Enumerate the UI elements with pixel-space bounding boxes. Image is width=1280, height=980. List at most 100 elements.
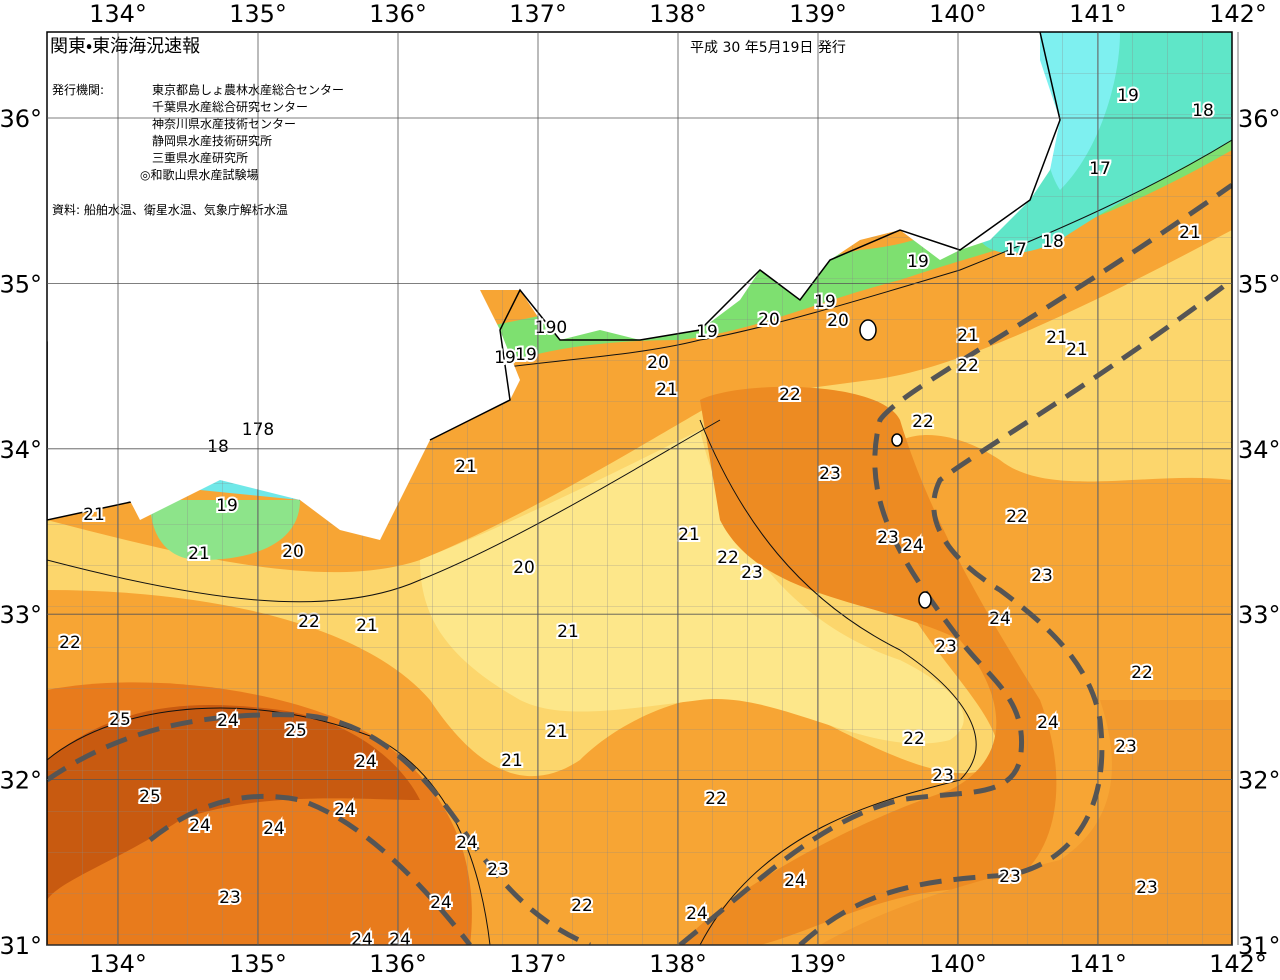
- issuer: 三重県水産研究所: [152, 151, 248, 165]
- title: 関東・東海海況速報: [50, 36, 200, 57]
- lat-label-left: 33°: [0, 601, 42, 629]
- land: [47, 32, 1061, 609]
- isotherm-label: 20: [282, 542, 304, 562]
- isotherm-label: 22: [912, 412, 934, 432]
- isotherm-label: 24: [902, 536, 924, 556]
- lat-label-right: 34°: [1238, 436, 1280, 464]
- isotherm-label: 23: [999, 867, 1021, 887]
- issuer: 静岡県水産技術研究所: [152, 133, 272, 148]
- isotherm-label: 22: [59, 633, 81, 653]
- isotherm-label: 21: [1179, 223, 1201, 243]
- isotherm-label: 22: [717, 548, 739, 568]
- isotherm-label: 18: [1042, 232, 1064, 252]
- isotherm-label: 22: [298, 612, 320, 632]
- issuer-list: 東京都島しょ農林水産総合センター千葉県水産総合研究センター神奈川県水産技術センタ…: [140, 82, 344, 182]
- isotherm-label: 190: [535, 318, 567, 338]
- lon-label-top: 138°: [649, 0, 707, 28]
- isotherm-label: 22: [1006, 507, 1028, 527]
- issuer: 千葉県水産総合研究センター: [152, 99, 308, 114]
- isotherm-label: 19: [696, 322, 718, 342]
- lon-label-top: 135°: [229, 0, 287, 28]
- isotherm-label: 19: [216, 496, 238, 516]
- isotherm-label: 20: [513, 558, 535, 578]
- isotherm-label: 22: [957, 356, 979, 376]
- isotherm-label: 23: [819, 464, 841, 484]
- isotherm-label: 24: [784, 871, 806, 891]
- issuer-label: 発行機関:: [52, 83, 104, 97]
- lon-label-top: 142°: [1209, 0, 1267, 28]
- isotherm-label: 19: [494, 348, 516, 368]
- lat-label-right: 36°: [1238, 105, 1280, 133]
- isotherm-label: 20: [827, 311, 849, 331]
- isotherm-label: 21: [501, 751, 523, 771]
- isotherm-label: 19: [907, 252, 929, 272]
- isotherm-label: 24: [989, 609, 1011, 629]
- isotherm-label: 23: [741, 563, 763, 583]
- isotherm-label: 21: [1066, 340, 1088, 360]
- isotherm-label: 25: [285, 721, 307, 741]
- lon-label-bottom: 138°: [649, 950, 707, 978]
- lon-label-top: 139°: [789, 0, 847, 28]
- isotherm-label: 23: [219, 888, 241, 908]
- isotherm-label: 25: [109, 710, 131, 730]
- isotherm-label: 22: [705, 789, 727, 809]
- lon-label-top: 137°: [509, 0, 567, 28]
- lat-label-left: 36°: [0, 105, 42, 133]
- sources: 資料: 船舶水温、衛星水温、気象庁解析水温: [52, 202, 288, 217]
- isotherm-label: 19: [814, 292, 836, 312]
- lat-label-left: 34°: [0, 436, 42, 464]
- lon-label-bottom: 141°: [1069, 950, 1127, 978]
- isotherm-label: 24: [389, 930, 411, 950]
- isotherm-label: 17: [1089, 159, 1111, 179]
- isotherm-label: 23: [487, 860, 509, 880]
- lat-label-right: 33°: [1238, 601, 1280, 629]
- isotherm-label: 20: [647, 353, 669, 373]
- lon-label-bottom: 136°: [369, 950, 427, 978]
- lat-label-right: 31°: [1238, 932, 1280, 960]
- isotherm-label: 22: [571, 896, 593, 916]
- isotherm-label: 17: [1005, 240, 1027, 260]
- issuer: 東京都島しょ農林水産総合センター: [152, 82, 344, 97]
- issuer: ◎和歌山県水産試験場: [140, 167, 258, 182]
- isotherm-label: 21: [83, 505, 105, 525]
- isotherm-label: 24: [686, 904, 708, 924]
- isotherm-label: 18: [1192, 101, 1214, 121]
- isotherm-label: 24: [263, 819, 285, 839]
- isotherm-label: 21: [188, 544, 210, 564]
- lon-label-bottom: 142°: [1209, 950, 1267, 978]
- isotherm-label: 24: [217, 711, 239, 731]
- isotherm-label: 21: [356, 616, 378, 636]
- isotherm-label: 24: [355, 752, 377, 772]
- isotherm-label: 25: [139, 787, 161, 807]
- isotherm-label: 22: [779, 385, 801, 405]
- isotherm-label: 20: [758, 310, 780, 330]
- lon-label-bottom: 135°: [229, 950, 287, 978]
- isotherm-label: 24: [1037, 713, 1059, 733]
- lon-label-top: 141°: [1069, 0, 1127, 28]
- lat-label-right: 32°: [1238, 767, 1280, 795]
- isotherm-label: 24: [351, 930, 373, 950]
- lat-label-right: 35°: [1238, 270, 1280, 298]
- isotherm-label: 21: [1046, 328, 1068, 348]
- current-axis: [47, 182, 1232, 945]
- isotherm-label: 24: [334, 800, 356, 820]
- isotherm-label: 23: [935, 637, 957, 657]
- isotherm-label: 24: [430, 893, 452, 913]
- isotherm-label: 24: [189, 816, 211, 836]
- lon-label-bottom: 140°: [929, 950, 987, 978]
- isotherm-label: 23: [1115, 737, 1137, 757]
- isotherm-label: 24: [456, 833, 478, 853]
- isotherm-label: 21: [656, 380, 678, 400]
- isotherm-label: 21: [957, 326, 979, 346]
- lon-label-top: 140°: [929, 0, 987, 28]
- lat-label-left: 31°: [0, 932, 42, 960]
- isotherm-label: 18: [207, 437, 229, 457]
- isotherm-label: 23: [877, 528, 899, 548]
- lon-label-top: 134°: [89, 0, 147, 28]
